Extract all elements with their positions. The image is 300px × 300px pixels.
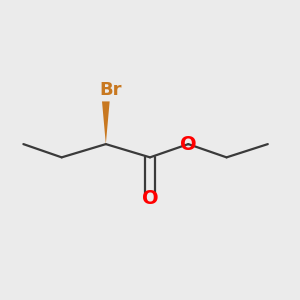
Polygon shape	[102, 101, 110, 144]
Text: O: O	[180, 135, 196, 154]
Text: Br: Br	[99, 81, 122, 99]
Text: O: O	[142, 189, 158, 208]
